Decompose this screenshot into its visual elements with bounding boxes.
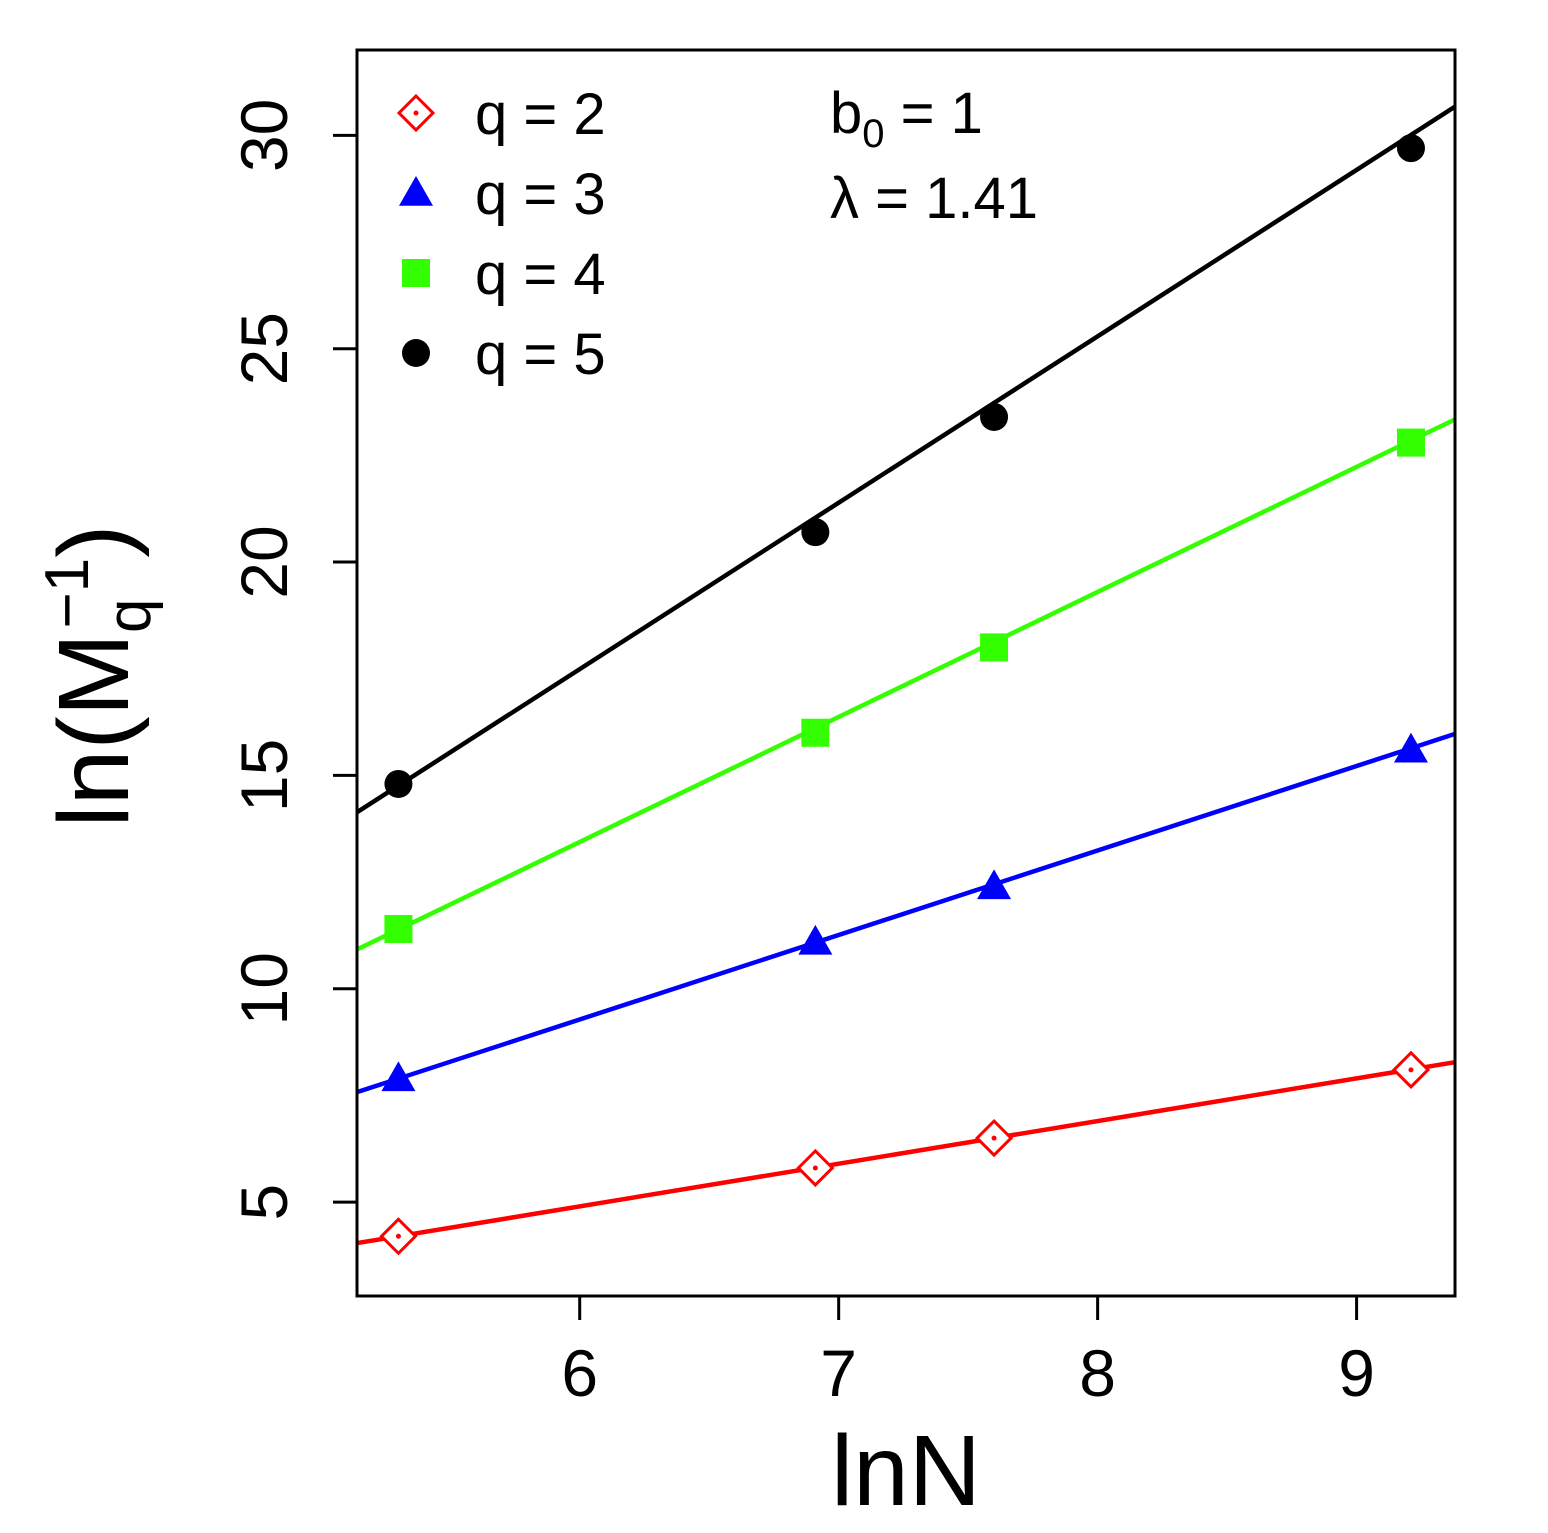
y-tick-label: 15 [227,739,301,812]
data-point-series-3 [384,769,413,798]
y-tick-label: 30 [227,99,301,172]
data-point-series-2 [384,915,413,944]
data-point-series-1 [977,869,1012,900]
legend-marker-1 [399,176,433,206]
fit-line-series-1 [356,731,1456,1095]
fit-line-series-0 [356,1059,1456,1246]
y-axis-title: ln(Mq−1) [33,525,164,828]
legend-marker-3 [402,339,430,367]
data-point-series-3 [801,518,830,547]
fit-line-series-3 [355,104,1457,815]
legend-label: q = 2 [475,82,606,147]
series-lines [355,104,1457,1246]
data-point-series-2 [801,718,830,747]
data-point-series-0-center [991,1135,997,1141]
legend-label: q = 3 [475,162,606,227]
legend-marker-0-center [413,110,419,116]
plot-frame [355,48,1457,1298]
legend-label: q = 5 [475,322,606,387]
y-tick-label: 25 [227,312,301,385]
data-point-series-1 [1393,732,1428,763]
x-tick-label: 9 [1338,1336,1375,1410]
fit-line-series-2 [356,417,1456,952]
data-point-series-2 [980,633,1009,662]
data-point-series-3 [980,402,1009,431]
annotation-lambda: λ = 1.41 [830,166,1038,231]
y-tick-label: 10 [227,952,301,1025]
data-point-series-1 [798,924,833,955]
y-tick-label: 5 [227,1184,301,1221]
data-point-series-0-center [1408,1067,1414,1073]
x-tick-label: 8 [1079,1336,1116,1410]
y-tick-label: 20 [227,525,301,598]
series-points [379,134,1431,1256]
annotation-b0: b0 = 1 [830,81,983,156]
x-axis: 6 7 8 9 [561,1296,1375,1410]
data-point-series-1 [381,1061,416,1092]
x-tick-label: 6 [561,1336,598,1410]
x-tick-label: 7 [820,1336,857,1410]
x-axis-title: lnN [831,1415,981,1527]
data-point-series-0-center [812,1165,818,1171]
data-point-series-2 [1396,428,1425,457]
data-point-series-3 [1396,134,1425,163]
legend-label: q = 4 [475,242,606,307]
y-axis: 5 10 15 20 25 30 [227,99,357,1221]
data-point-series-0-center [395,1233,401,1239]
legend-marker-2 [402,259,430,287]
legend: q = 2 q = 3 q = 4 q = 5 [396,82,606,387]
